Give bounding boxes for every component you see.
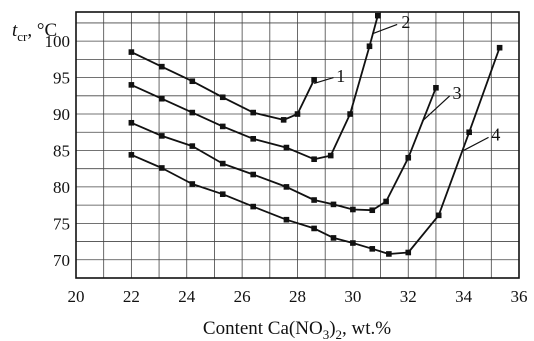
data-point <box>189 181 196 187</box>
x-tick-label: 20 <box>68 287 85 306</box>
data-point <box>128 82 135 88</box>
data-point <box>366 43 373 50</box>
leader-layer <box>313 23 489 151</box>
y-tick-label: 90 <box>53 105 70 124</box>
data-point <box>189 78 196 85</box>
data-point <box>219 160 226 167</box>
curve-leader-line <box>421 95 451 122</box>
curve-label-2: 2 <box>401 12 410 32</box>
y-tick-label: 100 <box>45 32 71 51</box>
y-tick-labels: 70 75 80 85 90 95 100 <box>45 32 71 270</box>
data-point <box>283 144 290 151</box>
data-point <box>311 76 317 83</box>
data-point <box>433 84 439 91</box>
curve-label-1: 1 <box>336 66 345 86</box>
data-point <box>128 152 135 158</box>
curve-label-4: 4 <box>491 124 500 144</box>
data-point <box>159 133 165 139</box>
data-point <box>250 203 256 210</box>
curve-labels: 1 2 3 4 <box>336 12 500 144</box>
x-tick-label: 36 <box>511 287 528 306</box>
y-axis-title: tcr, °C <box>12 20 57 44</box>
data-point <box>250 136 256 142</box>
data-point <box>330 201 337 208</box>
curve-leader-line <box>313 77 334 84</box>
x-axis-title: Content Ca(NO3)2, wt.% <box>203 318 391 341</box>
data-point <box>350 240 356 246</box>
data-point <box>128 49 135 55</box>
curve-leader-line <box>372 23 398 35</box>
x-tick-label: 28 <box>289 287 306 306</box>
data-point <box>369 246 376 252</box>
data-point <box>405 154 412 161</box>
data-point <box>327 152 334 159</box>
y-tick-label: 95 <box>53 69 70 88</box>
x-tick-labels: 20 22 24 26 28 30 32 34 36 <box>68 287 528 306</box>
data-point <box>386 251 392 257</box>
x-tick-label: 26 <box>234 287 251 306</box>
y-tick-label: 75 <box>53 214 70 233</box>
data-point <box>250 171 256 178</box>
x-tick-label: 30 <box>344 287 361 306</box>
data-point <box>311 156 317 163</box>
x-tick-label: 34 <box>455 287 473 306</box>
y-tick-label: 80 <box>53 178 70 197</box>
data-point <box>383 198 389 205</box>
curve-label-3: 3 <box>453 83 462 103</box>
y-tick-label: 70 <box>53 251 70 270</box>
data-point <box>374 12 381 19</box>
curve-leader-line <box>463 136 489 151</box>
data-point <box>159 63 165 70</box>
data-point <box>128 119 135 126</box>
data-point <box>159 95 165 102</box>
data-point <box>369 207 376 214</box>
data-point <box>159 165 165 171</box>
data-point <box>435 212 442 219</box>
marker-layer <box>128 12 503 257</box>
data-point <box>219 123 226 130</box>
x-tick-label: 22 <box>123 287 140 306</box>
x-tick-label: 24 <box>178 287 196 306</box>
data-point <box>283 216 290 223</box>
data-point <box>219 94 226 101</box>
data-point <box>347 111 353 117</box>
data-point <box>250 109 256 116</box>
data-point <box>189 143 196 149</box>
y-tick-label: 85 <box>53 141 70 160</box>
data-point <box>466 129 472 136</box>
data-point <box>294 111 301 117</box>
data-point <box>330 235 337 241</box>
data-point <box>311 225 317 232</box>
data-point <box>189 109 196 116</box>
grid-layer <box>76 12 519 278</box>
data-point <box>280 117 287 123</box>
data-point <box>496 44 503 51</box>
plot-frame <box>75 11 520 279</box>
data-point <box>405 249 412 256</box>
x-tick-label: 32 <box>400 287 417 306</box>
data-point <box>350 206 356 213</box>
data-point <box>283 184 290 190</box>
data-point <box>311 197 317 203</box>
data-point <box>219 191 226 197</box>
